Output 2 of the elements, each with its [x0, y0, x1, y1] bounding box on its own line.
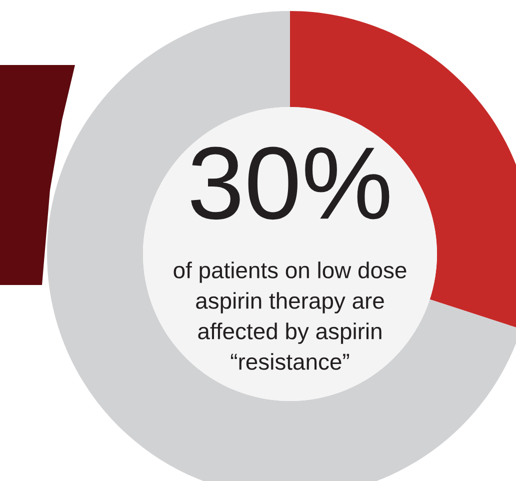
text: of patients on low dose aspirin therapy are affected by aspirin “resistance” — [174, 262, 406, 370]
text: 30% — [191, 146, 390, 220]
